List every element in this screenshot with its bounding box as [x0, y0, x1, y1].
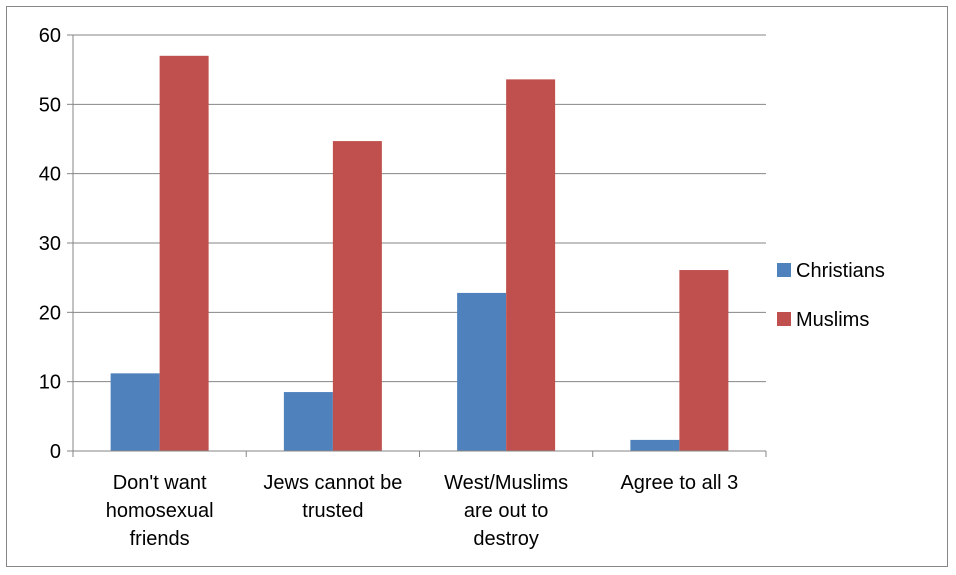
bar-christians-2 — [457, 292, 507, 451]
legend-swatch-christians — [777, 263, 791, 277]
y-tick-label: 50 — [39, 94, 61, 116]
y-tick-label: 0 — [50, 441, 61, 463]
x-category-label: homosexual — [106, 500, 214, 522]
x-category-label: destroy — [473, 528, 539, 550]
bar-muslims-0 — [159, 55, 209, 452]
y-tick-label: 20 — [39, 302, 61, 324]
x-category-label: friends — [130, 528, 190, 550]
y-tick-label: 60 — [39, 25, 61, 47]
bar-muslims-1 — [332, 141, 382, 451]
bars — [110, 55, 729, 452]
legend-label-christians: Christians — [796, 260, 885, 282]
x-category-label: are out to — [464, 500, 549, 522]
legend-swatch-muslims — [777, 312, 791, 326]
x-category-label: West/Muslims — [444, 472, 568, 494]
x-category-label: Jews cannot be — [263, 472, 402, 494]
bar-muslims-2 — [506, 79, 556, 451]
y-tick-label: 40 — [39, 164, 61, 186]
bar-christians-1 — [283, 392, 333, 451]
bar-christians-0 — [110, 373, 160, 451]
y-tick-label: 10 — [39, 372, 61, 394]
legend: Christians Muslims — [777, 260, 885, 331]
y-tick-label: 30 — [39, 233, 61, 255]
legend-label-muslims: Muslims — [796, 309, 869, 331]
axes — [67, 34, 767, 457]
bar-christians-3 — [630, 439, 680, 451]
x-category-label: Don't want — [113, 472, 207, 494]
bar-muslims-3 — [679, 270, 729, 451]
axis-labels: 0 10 20 30 40 50 60 Don't want homosexual friends… — [39, 25, 739, 550]
x-category-label: trusted — [302, 500, 363, 522]
x-category-label: Agree to all 3 — [620, 472, 738, 494]
